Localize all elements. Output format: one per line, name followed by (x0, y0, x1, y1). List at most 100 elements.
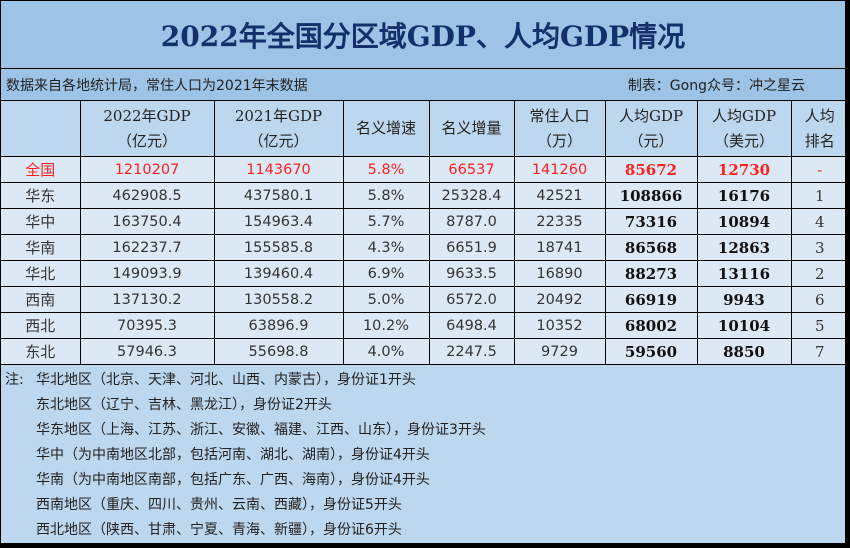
cell-gdp2021: 55698.8 (213, 338, 344, 365)
cell-per-capita-usd: 9943 (696, 286, 792, 313)
cell-rank: - (790, 156, 845, 183)
note-line: 东北地区（辽宁、吉林、黑龙江），身份证2开头 (36, 397, 332, 413)
table-row: 华北 149093.9 139460.4 6.9% 9633.5 16890 8… (1, 260, 845, 287)
cell-per-capita-cny: 108866 (604, 182, 698, 209)
cell-region: 西南 (1, 286, 81, 313)
cell-gdp2021: 63896.9 (213, 312, 344, 339)
source-note: 数据来自各地统计局，常住人口为2021年末数据 (6, 78, 308, 94)
header-rank: 人均 排名 (790, 100, 845, 157)
cell-increment: 9633.5 (428, 260, 515, 287)
cell-growth: 10.2% (342, 312, 430, 339)
cell-per-capita-usd: 12863 (696, 234, 792, 261)
cell-per-capita-cny: 86568 (604, 234, 698, 261)
note-line: 华中（为中南地区北部，包括河南、湖北、湖南），身份证4开头 (36, 447, 430, 463)
cell-growth: 4.3% (342, 234, 430, 261)
table-row: 华中 163750.4 154963.4 5.7% 8787.0 22335 7… (1, 208, 845, 235)
cell-per-capita-cny: 59560 (604, 338, 698, 365)
cell-gdp2021: 130558.2 (213, 286, 344, 313)
cell-region: 全国 (1, 156, 81, 183)
cell-per-capita-usd: 10104 (696, 312, 792, 339)
cell-per-capita-cny: 66919 (604, 286, 698, 313)
header-per-capita-usd: 人均GDP （美元） (696, 100, 792, 157)
cell-growth: 5.7% (342, 208, 430, 235)
cell-per-capita-cny: 73316 (604, 208, 698, 235)
cell-gdp2021: 155585.8 (213, 234, 344, 261)
cell-growth: 6.9% (342, 260, 430, 287)
cell-population: 10352 (513, 312, 606, 339)
cell-increment: 2247.5 (428, 338, 515, 365)
gdp-table: 2022年GDP （亿元） 2021年GDP （亿元） 名义增速 名义增量 常住人口… (1, 100, 845, 365)
cell-increment: 6572.0 (428, 286, 515, 313)
cell-gdp2022: 70395.3 (79, 312, 215, 339)
note-line: 西南地区（重庆、四川、贵州、云南、西藏），身份证5开头 (36, 497, 402, 513)
cell-gdp2021: 139460.4 (213, 260, 344, 287)
table-row: 西南 137130.2 130558.2 5.0% 6572.0 20492 6… (1, 286, 845, 313)
cell-increment: 6651.9 (428, 234, 515, 261)
table-row-national: 全国 1210207 1143670 5.8% 66537 141260 856… (1, 156, 845, 183)
cell-rank: 2 (790, 260, 845, 287)
cell-population: 141260 (513, 156, 606, 183)
cell-growth: 5.8% (342, 182, 430, 209)
cell-rank: 1 (790, 182, 845, 209)
cell-increment: 25328.4 (428, 182, 515, 209)
cell-growth: 4.0% (342, 338, 430, 365)
cell-per-capita-cny: 68002 (604, 312, 698, 339)
cell-rank: 4 (790, 208, 845, 235)
cell-increment: 8787.0 (428, 208, 515, 235)
page-title: 2022年全国分区域GDP、人均GDP情况 (160, 19, 686, 53)
note-line: 华东地区（上海、江苏、浙江、安徽、福建、江西、山东），身份证3开头 (36, 422, 486, 438)
cell-per-capita-usd: 16176 (696, 182, 792, 209)
cell-population: 16890 (513, 260, 606, 287)
cell-gdp2022: 137130.2 (79, 286, 215, 313)
cell-gdp2022: 1210207 (79, 156, 215, 183)
header-gdp2022: 2022年GDP （亿元） (79, 100, 215, 157)
table-row: 华东 462908.5 437580.1 5.8% 25328.4 42521 … (1, 182, 845, 209)
cell-gdp2022: 149093.9 (79, 260, 215, 287)
notes-prefix: 注: (5, 372, 24, 388)
source-bar: 数据来自各地统计局，常住人口为2021年末数据 制表：Gong众号：冲之星云 (1, 69, 845, 100)
table-header-row: 2022年GDP （亿元） 2021年GDP （亿元） 名义增速 名义增量 常住人口… (1, 100, 845, 157)
note-line: 华南（为中南地区南部，包括广东、广西、海南），身份证4开头 (36, 472, 430, 488)
cell-gdp2022: 162237.7 (79, 234, 215, 261)
cell-population: 18741 (513, 234, 606, 261)
cell-population: 20492 (513, 286, 606, 313)
cell-gdp2021: 1143670 (213, 156, 344, 183)
cell-population: 42521 (513, 182, 606, 209)
cell-rank: 5 (790, 312, 845, 339)
cell-region: 华南 (1, 234, 81, 261)
cell-per-capita-usd: 10894 (696, 208, 792, 235)
table-row: 东北 57946.3 55698.8 4.0% 2247.5 9729 5956… (1, 338, 845, 365)
cell-per-capita-usd: 13116 (696, 260, 792, 287)
cell-per-capita-cny: 88273 (604, 260, 698, 287)
cell-gdp2021: 437580.1 (213, 182, 344, 209)
cell-rank: 3 (790, 234, 845, 261)
header-growth: 名义增速 (342, 100, 430, 157)
cell-increment: 66537 (428, 156, 515, 183)
cell-population: 9729 (513, 338, 606, 365)
cell-growth: 5.8% (342, 156, 430, 183)
table-row: 华南 162237.7 155585.8 4.3% 6651.9 18741 8… (1, 234, 845, 261)
cell-gdp2022: 462908.5 (79, 182, 215, 209)
cell-region: 华中 (1, 208, 81, 235)
cell-region: 华东 (1, 182, 81, 209)
cell-region: 东北 (1, 338, 81, 365)
cell-gdp2021: 154963.4 (213, 208, 344, 235)
cell-gdp2022: 57946.3 (79, 338, 215, 365)
cell-population: 22335 (513, 208, 606, 235)
cell-region: 华北 (1, 260, 81, 287)
header-population: 常住人口 （万） (513, 100, 606, 157)
cell-gdp2022: 163750.4 (79, 208, 215, 235)
header-per-capita-cny: 人均GDP （元） (604, 100, 698, 157)
cell-increment: 6498.4 (428, 312, 515, 339)
title-bar: 2022年全国分区域GDP、人均GDP情况 (1, 1, 845, 69)
header-gdp2021: 2021年GDP （亿元） (213, 100, 344, 157)
header-region (1, 100, 81, 157)
cell-rank: 7 (790, 338, 845, 365)
note-line: 西北地区（陕西、甘肃、宁夏、青海、新疆），身份证6开头 (36, 522, 402, 538)
cell-per-capita-cny: 85672 (604, 156, 698, 183)
credit-note: 制表：Gong众号：冲之星云 (627, 78, 805, 94)
cell-rank: 6 (790, 286, 845, 313)
note-line: 华北地区（北京、天津、河北、山西、内蒙古），身份证1开头 (36, 372, 416, 388)
cell-per-capita-usd: 12730 (696, 156, 792, 183)
